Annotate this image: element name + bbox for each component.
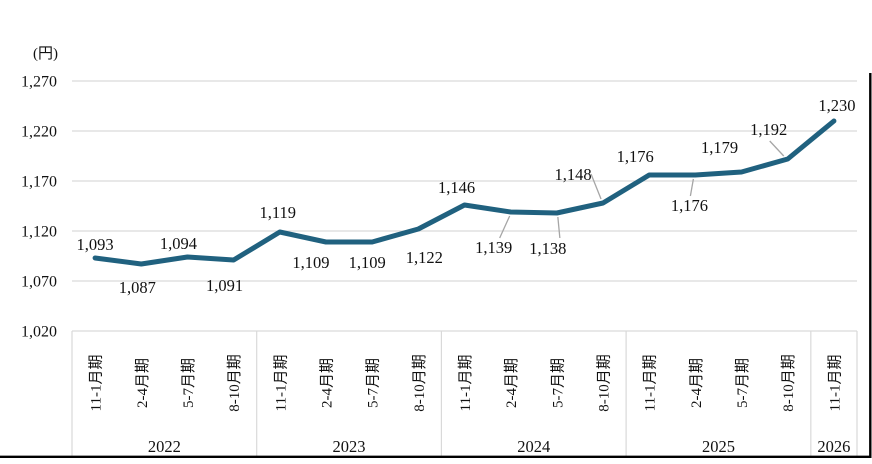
data-point-label: 1,176	[671, 196, 708, 215]
data-point-label: 1,109	[292, 253, 329, 272]
x-axis-period-label: 11-1月期	[272, 355, 289, 412]
data-point-label: 1,091	[206, 276, 243, 295]
x-axis-period-label: 8-10月期	[596, 354, 613, 412]
x-axis-period-label: 2-4月期	[688, 358, 705, 408]
label-leader-line	[689, 178, 695, 197]
y-axis-tick-label: 1,270	[21, 74, 57, 91]
x-axis-period-label: 11-1月期	[88, 355, 105, 412]
data-point-label: 1,230	[818, 96, 855, 115]
y-axis-tick-label: 1,070	[21, 274, 57, 291]
data-point-label: 1,119	[260, 203, 297, 222]
data-point-label: 1,176	[617, 147, 654, 166]
x-axis-period-label: 2-4月期	[134, 358, 151, 408]
data-point-label: 1,179	[701, 138, 738, 157]
label-leader-line	[499, 215, 511, 239]
label-leader-line	[769, 140, 785, 157]
x-axis-period-label: 5-7月期	[365, 358, 382, 408]
x-axis-period-label: 5-7月期	[734, 358, 751, 408]
y-axis-tick-label: 1,020	[21, 324, 57, 341]
data-point-label: 1,109	[349, 253, 386, 272]
data-point-label: 1,139	[475, 238, 512, 257]
x-axis-period-label: 2-4月期	[318, 358, 335, 408]
x-axis-year-label: 2025	[702, 437, 735, 456]
data-point-label: 1,148	[554, 165, 591, 184]
data-point-label: 1,122	[406, 248, 443, 267]
x-axis-period-label: 5-7月期	[549, 358, 566, 408]
data-point-label: 1,093	[77, 235, 114, 254]
x-axis-period-label: 11-1月期	[826, 355, 843, 412]
label-leader-line	[557, 216, 561, 239]
x-axis-year-label: 2022	[148, 437, 181, 456]
x-axis-year-label: 2023	[333, 437, 366, 456]
data-point-label: 1,087	[119, 278, 156, 297]
data-point-label: 1,146	[438, 178, 475, 197]
x-axis-period-label: 8-10月期	[411, 354, 428, 412]
y-axis-tick-label: 1,170	[21, 174, 57, 191]
x-axis-period-label: 2-4月期	[503, 358, 520, 408]
x-axis-period-label: 11-1月期	[642, 355, 659, 412]
label-leader-line	[590, 173, 602, 200]
y-axis-unit-label: (円)	[33, 46, 58, 62]
x-axis-period-label: 5-7月期	[180, 358, 197, 408]
data-point-label: 1,192	[750, 120, 787, 139]
x-axis-year-label: 2026	[817, 437, 850, 456]
x-axis-year-label: 2024	[517, 437, 550, 456]
y-axis-tick-label: 1,220	[21, 124, 57, 141]
x-axis-period-label: 8-10月期	[780, 354, 797, 412]
price-trend-line	[92, 118, 837, 267]
x-axis-period-label: 8-10月期	[226, 354, 243, 412]
data-point-label: 1,138	[529, 239, 566, 258]
x-axis-period-label: 11-1月期	[457, 355, 474, 412]
y-axis-tick-label: 1,120	[21, 224, 57, 241]
data-point-label: 1,094	[160, 234, 197, 253]
